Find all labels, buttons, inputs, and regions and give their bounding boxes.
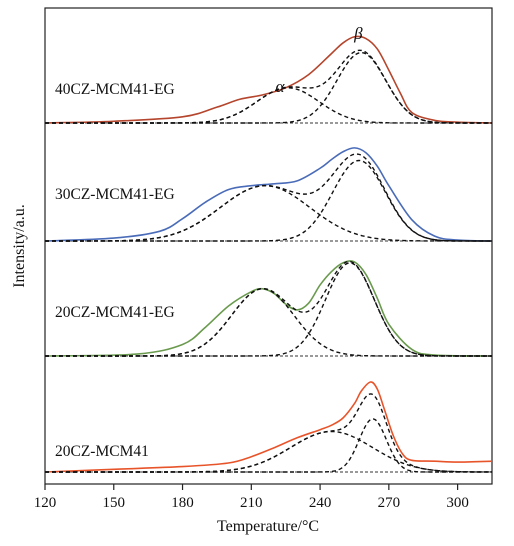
x-tick-label: 210 [240,495,263,511]
experimental-curve [44,147,493,242]
x-tick-label: 180 [171,495,194,511]
x-tick-label: 120 [34,495,57,511]
fit-peak-beta [45,418,492,473]
panel-40cz-mcm41-eg: α β 40CZ-MCM41-EG [44,24,493,124]
peak-label-beta: β [353,24,363,43]
peak-label-alpha: α [276,77,286,96]
fit-peak-alpha [45,185,492,242]
x-tick-label: 240 [309,495,332,511]
experimental-curve [44,260,493,357]
fit-peak-beta [45,159,492,242]
x-tick-label: 300 [446,495,469,511]
sample-label: 40CZ-MCM41-EG [55,81,175,98]
sample-label: 20CZ-MCM41-EG [55,304,175,321]
fit-peak-alpha [45,430,492,473]
x-tick-label: 270 [378,495,401,511]
experimental-curve [44,381,493,473]
plot-frame [44,7,493,485]
fit-peak-alpha [45,288,492,357]
panel-20cz-mcm41: 20CZ-MCM41 [44,381,493,473]
sample-label: 30CZ-MCM41-EG [55,186,175,203]
x-tick-label: 150 [103,495,126,511]
panel-30cz-mcm41-eg: 30CZ-MCM41-EG [44,147,493,242]
sample-label: 20CZ-MCM41 [55,443,149,460]
fit-peak-alpha [44,87,492,124]
panels-layer: α β 40CZ-MCM41-EG 30CZ-MCM41-EG 20CZ-MCM41-E… [44,24,493,473]
panel-20cz-mcm41-eg: 20CZ-MCM41-EG [44,260,493,357]
y-axis-title: Intensity/a.u. [11,204,28,288]
x-axis-title: Temperature/°C [217,518,319,535]
fit-peak-beta [44,51,492,124]
experimental-curve [44,35,493,124]
x-axis: 120 150 180 210 240 270 300 [34,484,469,511]
